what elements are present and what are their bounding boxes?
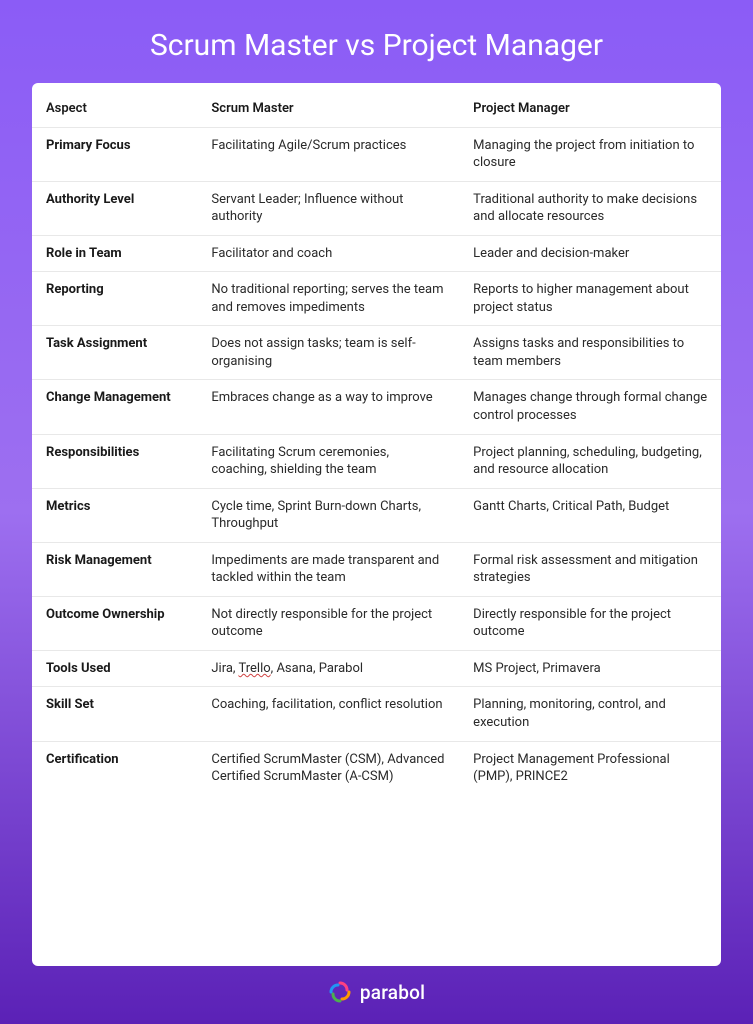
cell-aspect: Certification — [32, 741, 197, 795]
page-title: Scrum Master vs Project Manager — [32, 28, 721, 63]
cell-scrum-master: Facilitating Scrum ceremonies, coaching,… — [197, 434, 459, 488]
cell-project-manager: Project planning, scheduling, budgeting,… — [459, 434, 721, 488]
cell-scrum-master: Certified ScrumMaster (CSM), Advanced Ce… — [197, 741, 459, 795]
cell-aspect: Primary Focus — [32, 127, 197, 181]
table-row: Authority LevelServant Leader; Influence… — [32, 181, 721, 235]
cell-scrum-master: Jira, Trello, Asana, Parabol — [197, 650, 459, 687]
cell-project-manager: Manages change through formal change con… — [459, 380, 721, 434]
cell-aspect: Change Management — [32, 380, 197, 434]
cell-project-manager: Reports to higher management about proje… — [459, 272, 721, 326]
brand-name: parabol — [360, 981, 425, 1004]
header-aspect: Aspect — [32, 91, 197, 127]
table-row: Task AssignmentDoes not assign tasks; te… — [32, 326, 721, 380]
infographic-container: Scrum Master vs Project Manager Aspect S… — [0, 0, 753, 1024]
header-scrum-master: Scrum Master — [197, 91, 459, 127]
cell-aspect: Role in Team — [32, 235, 197, 272]
table-row: Risk ManagementImpediments are made tran… — [32, 542, 721, 596]
table-row: Primary FocusFacilitating Agile/Scrum pr… — [32, 127, 721, 181]
cell-scrum-master: Servant Leader; Influence without author… — [197, 181, 459, 235]
table-row: Role in TeamFacilitator and coachLeader … — [32, 235, 721, 272]
cell-scrum-master: Impediments are made transparent and tac… — [197, 542, 459, 596]
cell-aspect: Risk Management — [32, 542, 197, 596]
cell-aspect: Authority Level — [32, 181, 197, 235]
header-project-manager: Project Manager — [459, 91, 721, 127]
comparison-table: Aspect Scrum Master Project Manager Prim… — [32, 91, 721, 795]
table-body: Primary FocusFacilitating Agile/Scrum pr… — [32, 127, 721, 795]
table-row: Tools UsedJira, Trello, Asana, ParabolMS… — [32, 650, 721, 687]
table-row: Outcome OwnershipNot directly responsibl… — [32, 596, 721, 650]
table-row: ResponsibilitiesFacilitating Scrum cerem… — [32, 434, 721, 488]
cell-project-manager: Managing the project from initiation to … — [459, 127, 721, 181]
comparison-card: Aspect Scrum Master Project Manager Prim… — [32, 83, 721, 966]
cell-scrum-master: Facilitating Agile/Scrum practices — [197, 127, 459, 181]
cell-project-manager: Directly responsible for the project out… — [459, 596, 721, 650]
cell-scrum-master: Coaching, facilitation, conflict resolut… — [197, 687, 459, 741]
cell-project-manager: Formal risk assessment and mitigation st… — [459, 542, 721, 596]
cell-scrum-master: No traditional reporting; serves the tea… — [197, 272, 459, 326]
parabol-logo-icon — [328, 980, 352, 1004]
cell-scrum-master: Not directly responsible for the project… — [197, 596, 459, 650]
brand-footer: parabol — [32, 980, 721, 1004]
table-row: Skill SetCoaching, facilitation, conflic… — [32, 687, 721, 741]
table-row: MetricsCycle time, Sprint Burn-down Char… — [32, 488, 721, 542]
table-row: CertificationCertified ScrumMaster (CSM)… — [32, 741, 721, 795]
cell-aspect: Responsibilities — [32, 434, 197, 488]
cell-scrum-master: Does not assign tasks; team is self-orga… — [197, 326, 459, 380]
table-row: ReportingNo traditional reporting; serve… — [32, 272, 721, 326]
cell-aspect: Outcome Ownership — [32, 596, 197, 650]
spellcheck-squiggle: Trello — [238, 661, 270, 676]
cell-scrum-master: Cycle time, Sprint Burn-down Charts, Thr… — [197, 488, 459, 542]
cell-project-manager: Project Management Professional (PMP), P… — [459, 741, 721, 795]
cell-aspect: Task Assignment — [32, 326, 197, 380]
table-row: Change ManagementEmbraces change as a wa… — [32, 380, 721, 434]
cell-project-manager: MS Project, Primavera — [459, 650, 721, 687]
cell-aspect: Tools Used — [32, 650, 197, 687]
cell-aspect: Metrics — [32, 488, 197, 542]
cell-scrum-master: Facilitator and coach — [197, 235, 459, 272]
table-header-row: Aspect Scrum Master Project Manager — [32, 91, 721, 127]
cell-scrum-master: Embraces change as a way to improve — [197, 380, 459, 434]
cell-project-manager: Planning, monitoring, control, and execu… — [459, 687, 721, 741]
cell-project-manager: Assigns tasks and responsibilities to te… — [459, 326, 721, 380]
cell-aspect: Reporting — [32, 272, 197, 326]
cell-project-manager: Gantt Charts, Critical Path, Budget — [459, 488, 721, 542]
cell-project-manager: Traditional authority to make decisions … — [459, 181, 721, 235]
cell-project-manager: Leader and decision-maker — [459, 235, 721, 272]
cell-aspect: Skill Set — [32, 687, 197, 741]
